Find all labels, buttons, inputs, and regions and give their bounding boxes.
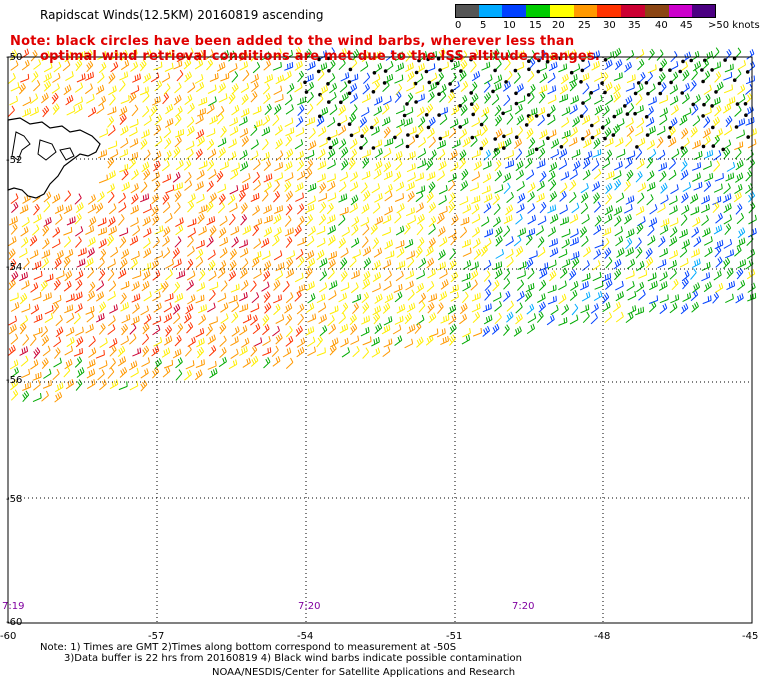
scale-label: >50 knots [708,20,760,31]
note-line-2: optimal wind retrieval conditions are me… [40,49,601,64]
scale-swatch [597,4,622,18]
scale-label: 5 [480,20,487,31]
scale-label: 35 [628,20,641,31]
scale-swatch [478,4,503,18]
grid-lines [8,57,752,623]
scale-swatch [644,4,670,18]
wind-barbs-layer [7,46,757,403]
land-detail [11,131,75,161]
latitude-label: -60 [6,617,23,628]
note-line-1: Note: black circles have been added to t… [10,34,575,49]
scale-label: 40 [655,20,668,31]
scale-label: 20 [552,20,565,31]
scale-swatch [502,4,527,18]
scale-swatch [526,4,551,18]
scale-label: 10 [503,20,516,31]
map-title: Rapidscat Winds(12.5KM) 20160819 ascendi… [40,8,324,22]
longitude-label: -54 [297,631,314,642]
scale-swatch [455,4,480,18]
footnote-line-2: 3)Data buffer is 22 hrs from 20160819 4)… [64,653,522,664]
scale-swatch [549,4,575,18]
time-label: 7:19 [2,601,25,612]
scale-swatch [573,4,598,18]
scale-label: 0 [455,20,462,31]
scale-swatch [621,4,646,18]
scale-label: 30 [603,20,616,31]
scale-label: 45 [680,20,693,31]
latitude-label: -50 [6,52,23,63]
falkland-islands-land [7,117,101,199]
latitude-label: -52 [6,155,23,166]
latitude-label: -58 [6,494,23,505]
scale-label: 25 [578,20,591,31]
longitude-label: -45 [742,631,759,642]
latitude-label: -54 [6,262,23,273]
longitude-label: -51 [446,631,463,642]
scale-swatch [668,4,693,18]
scale-label: 15 [529,20,542,31]
scale-swatch [692,4,717,18]
credit-line: NOAA/NESDIS/Center for Satellite Applica… [212,667,516,678]
time-label: 7:20 [298,601,321,612]
latitude-label: -56 [6,375,23,386]
longitude-label: -48 [594,631,611,642]
scale-frame [455,4,716,18]
land-outline [7,117,101,199]
map-frame [7,56,753,624]
longitude-label: -57 [148,631,165,642]
longitude-label: -60 [0,631,17,642]
time-label: 7:20 [512,601,535,612]
footnote-line-1: Note: 1) Times are GMT 2)Times along bot… [40,642,457,653]
